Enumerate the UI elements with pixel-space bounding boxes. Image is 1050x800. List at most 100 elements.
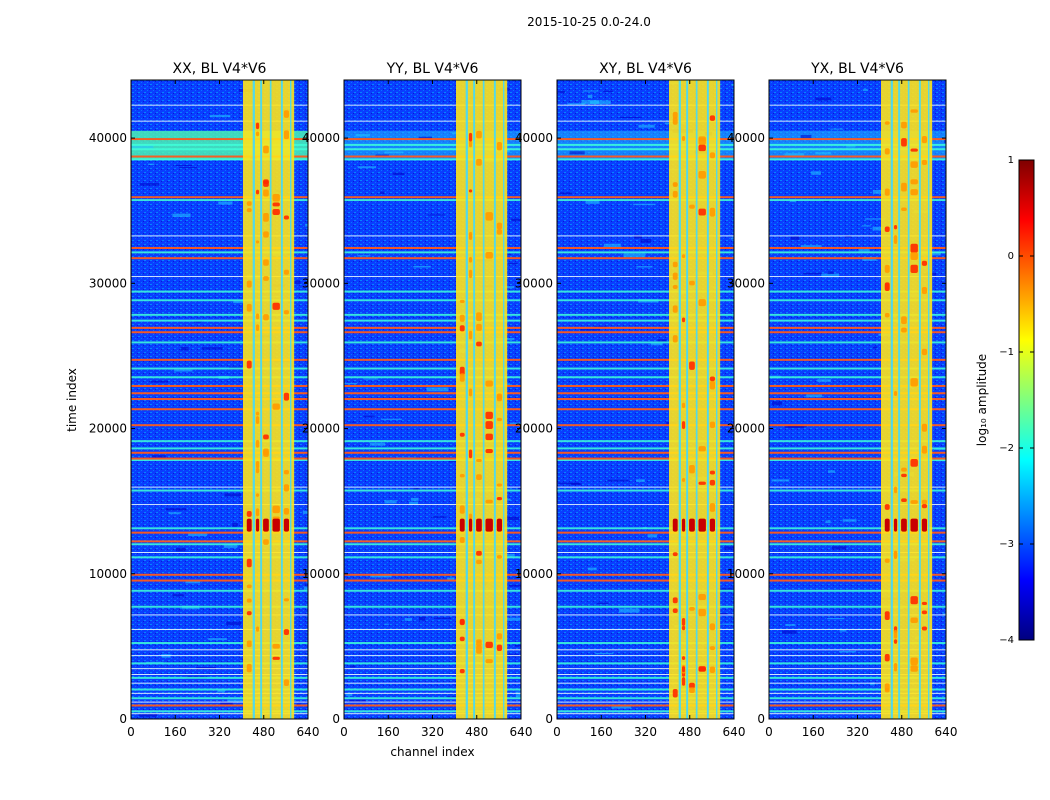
row-stripe — [344, 290, 521, 293]
noise-blob — [619, 116, 641, 118]
row-stripe — [344, 459, 521, 462]
noise-blob — [557, 91, 565, 93]
row-stripe — [557, 408, 734, 411]
noise-blob — [785, 624, 796, 627]
row-stripe — [344, 235, 521, 237]
hotspot — [901, 467, 907, 472]
noise-blob — [815, 152, 832, 155]
noise-blob — [381, 418, 402, 420]
x-tick-label: 320 — [634, 725, 657, 739]
row-stripe — [344, 655, 521, 657]
hotspot — [910, 252, 918, 261]
noise-blob — [233, 300, 245, 304]
noise-blob — [223, 544, 238, 548]
row-stripe — [769, 398, 946, 401]
row-stripe — [131, 527, 308, 530]
row-stripe — [344, 486, 521, 488]
row-stripe — [557, 697, 734, 700]
row-stripe — [131, 138, 308, 141]
noise-blob — [217, 689, 226, 693]
row-stripe — [557, 531, 734, 534]
row-stripe — [344, 527, 521, 530]
row-stripe — [769, 276, 946, 278]
colorbar: 1 0 −1 −2 −3 −4 log₁₀ amplitude — [975, 155, 1035, 646]
hotspot — [485, 449, 493, 454]
noise-blob — [209, 114, 231, 118]
hotspot — [921, 348, 928, 356]
noise-blob — [432, 516, 447, 518]
row-stripe — [557, 540, 734, 543]
noise-blob — [789, 200, 796, 203]
heatmap-image — [769, 80, 946, 719]
row-stripe — [344, 398, 521, 401]
noise-blob — [772, 401, 783, 406]
noise-blob — [515, 691, 521, 693]
row-stripe — [557, 704, 734, 707]
hotspot — [485, 421, 493, 429]
hotspot — [246, 518, 252, 532]
noise-blob — [842, 519, 857, 522]
row-stripe — [344, 692, 521, 694]
x-tick-label: 0 — [127, 725, 135, 739]
panel-title: YY, BL V4*V6 — [386, 61, 479, 77]
hotspot — [246, 640, 252, 648]
hotspot — [689, 682, 695, 689]
row-stripe — [131, 688, 308, 691]
hotspot — [910, 665, 918, 672]
hotspot — [709, 518, 716, 532]
y-tick-label: 0 — [757, 712, 765, 726]
row-stripe — [344, 440, 521, 443]
noise-blob — [623, 253, 646, 258]
row-stripe — [557, 319, 734, 322]
x-tick-label: 640 — [723, 725, 746, 739]
row-stripe — [131, 682, 308, 684]
hotspot — [283, 310, 290, 315]
row-stripe — [557, 104, 734, 106]
hotspot — [901, 182, 907, 192]
row-stripe — [769, 447, 946, 450]
hotspot — [901, 473, 907, 478]
colorbar-tick-label: −1 — [999, 347, 1014, 358]
channel-gap — [290, 80, 292, 719]
row-stripe — [769, 605, 946, 608]
heatmap-image — [557, 80, 734, 719]
noise-blob — [567, 103, 586, 105]
hotspot — [698, 208, 706, 216]
row-stripe — [557, 701, 734, 703]
row-stripe — [131, 662, 308, 665]
channel-gap — [686, 80, 689, 719]
hotspot — [263, 212, 269, 222]
channel-gap — [678, 80, 681, 719]
row-stripe — [557, 688, 734, 691]
row-stripe — [557, 143, 734, 146]
row-stripe — [344, 331, 521, 334]
row-stripe — [557, 668, 734, 670]
noise-blob — [172, 594, 184, 597]
row-stripe — [769, 628, 946, 630]
row-stripe — [131, 358, 308, 361]
hotspot — [910, 596, 918, 605]
x-tick-label: 480 — [252, 725, 275, 739]
row-stripe — [769, 196, 946, 199]
hotspot — [496, 555, 503, 559]
noise-blob — [409, 501, 419, 505]
row-stripe — [131, 642, 308, 645]
noise-blob — [828, 271, 834, 275]
row-stripe — [769, 697, 946, 700]
panel-title: XY, BL V4*V6 — [599, 61, 692, 77]
hotspot — [468, 132, 473, 142]
hotspot — [459, 536, 465, 543]
y-tick-label: 30000 — [727, 276, 765, 290]
row-stripe — [131, 299, 308, 302]
hotspot — [272, 194, 280, 202]
row-stripe — [557, 459, 734, 462]
hotspot — [709, 421, 716, 428]
row-stripe — [131, 235, 308, 237]
hotspot — [255, 189, 260, 195]
row-stripe — [557, 148, 734, 151]
hotspot — [921, 423, 928, 432]
row-stripe — [557, 589, 734, 592]
row-stripe — [557, 376, 734, 379]
hotspot — [910, 617, 918, 624]
noise-blob — [803, 272, 822, 275]
